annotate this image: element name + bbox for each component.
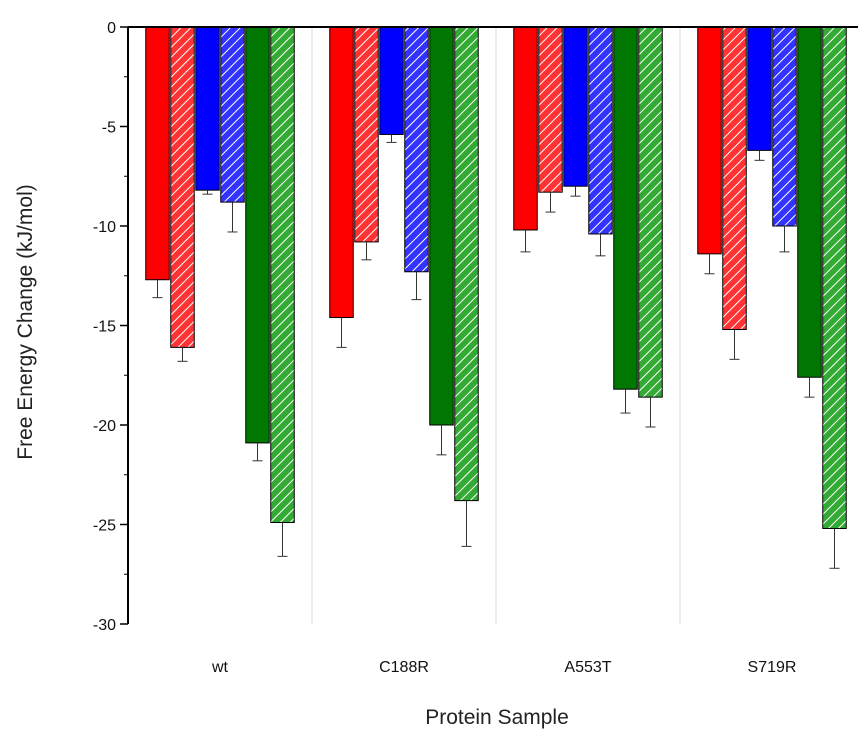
bar-S719R-series-6 [822, 26, 847, 529]
y-ticks-layer: 0 -5 -10 -15 -20 -25 -30 [93, 20, 128, 634]
bar-C188R-series-4 [404, 26, 429, 273]
bar-wt-series-4 [220, 26, 245, 203]
x-tick-label: S719R [748, 659, 797, 676]
x-tick-label: C188R [379, 659, 429, 676]
x-ticks-layer: wt C188R A553T S719R [211, 659, 796, 676]
bar-A553T-series-6 [638, 26, 663, 398]
bar-S719R-series-3 [747, 26, 772, 151]
y-tick-label: -10 [93, 219, 116, 236]
y-tick-label: -30 [93, 617, 116, 634]
bar-A553T-series-3 [563, 26, 588, 187]
bar-S719R-series-1 [697, 26, 722, 255]
y-axis-title: Free Energy Change (kJ/mol) [14, 184, 37, 459]
bar-S719R-series-2 [722, 26, 747, 330]
y-tick-label: -20 [93, 418, 116, 435]
bar-wt-series-6 [270, 26, 295, 524]
bar-S719R-series-5 [797, 26, 822, 378]
category-separators [311, 27, 681, 624]
bar-A553T-series-5 [613, 26, 638, 390]
bar-C188R-series-3 [379, 26, 404, 135]
x-tick-label: A553T [564, 659, 611, 676]
bar-A553T-series-1 [513, 26, 538, 231]
bar-S719R-series-4 [772, 26, 797, 227]
bar-wt-series-2 [170, 26, 195, 348]
bar-wt-series-5 [245, 26, 270, 444]
y-tick-label: -5 [102, 120, 116, 137]
bar-C188R-series-1 [329, 26, 354, 319]
bar-wt-series-1 [145, 26, 170, 281]
y-tick-label: 0 [107, 20, 116, 37]
error-bars-layer [152, 134, 840, 569]
bar-C188R-series-5 [429, 26, 454, 426]
x-axis-title: Protein Sample [425, 706, 569, 729]
bar-C188R-series-6 [454, 26, 479, 502]
bar-A553T-series-2 [538, 26, 563, 193]
bar-A553T-series-4 [588, 26, 613, 235]
bar-C188R-series-2 [354, 26, 379, 243]
y-tick-label: -15 [93, 319, 116, 336]
x-tick-label: wt [211, 659, 229, 676]
y-tick-label: -25 [93, 518, 116, 535]
bar-wt-series-3 [195, 26, 220, 191]
